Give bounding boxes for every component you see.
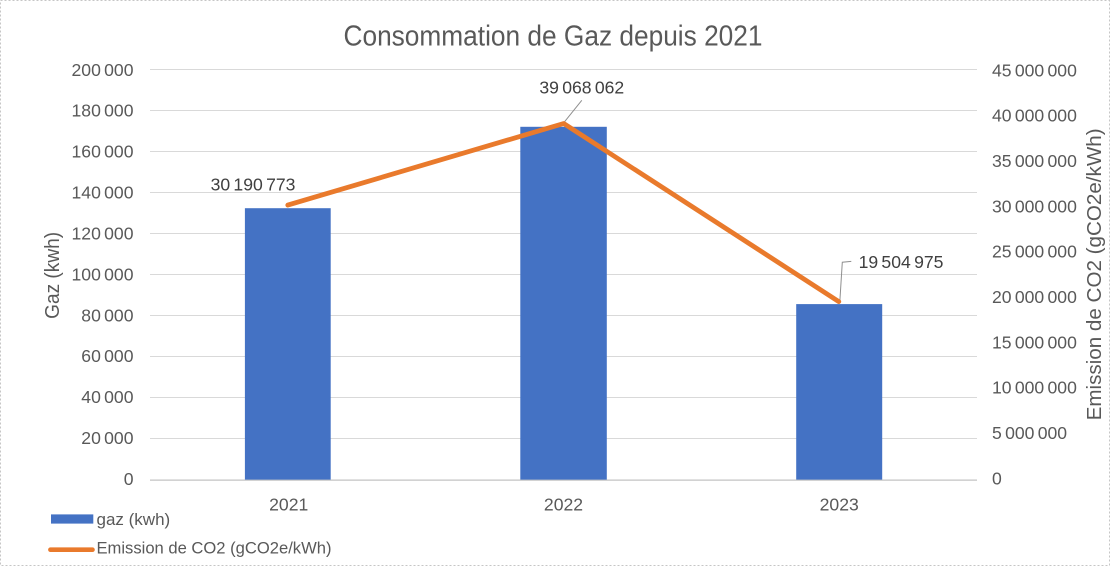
svg-text:35 000 000: 35 000 000 (992, 151, 1077, 171)
svg-text:45 000 000: 45 000 000 (992, 60, 1077, 80)
svg-text:0: 0 (992, 468, 1002, 488)
svg-text:2021: 2021 (269, 495, 308, 515)
svg-text:80 000: 80 000 (81, 305, 133, 325)
svg-text:200 000: 200 000 (72, 60, 134, 80)
svg-text:5 000 000: 5 000 000 (992, 423, 1067, 443)
svg-text:30 000 000: 30 000 000 (992, 196, 1077, 216)
svg-text:39 068 062: 39 068 062 (539, 77, 624, 97)
svg-text:20 000: 20 000 (81, 428, 133, 448)
svg-text:180 000: 180 000 (72, 101, 134, 121)
svg-text:100 000: 100 000 (72, 264, 134, 284)
svg-text:gaz (kwh): gaz (kwh) (97, 510, 171, 529)
svg-text:Emission de CO2 (gCO2e/kWh): Emission de CO2 (gCO2e/kWh) (1084, 128, 1106, 420)
svg-text:40 000: 40 000 (81, 387, 133, 407)
svg-text:Gaz (kwh): Gaz (kwh) (41, 232, 64, 319)
svg-text:160 000: 160 000 (72, 142, 134, 162)
svg-text:Emission de CO2 (gCO2e/kWh): Emission de CO2 (gCO2e/kWh) (97, 539, 332, 558)
svg-text:10 000 000: 10 000 000 (992, 378, 1077, 398)
svg-text:15 000 000: 15 000 000 (992, 332, 1077, 352)
svg-text:60 000: 60 000 (81, 346, 133, 366)
svg-text:25 000 000: 25 000 000 (992, 242, 1077, 262)
svg-text:30 190 773: 30 190 773 (211, 175, 296, 195)
svg-text:Consommation de Gaz depuis 202: Consommation de Gaz depuis 2021 (344, 20, 763, 52)
svg-text:40 000 000: 40 000 000 (992, 106, 1077, 126)
svg-text:2022: 2022 (544, 495, 583, 515)
svg-text:140 000: 140 000 (72, 183, 134, 203)
svg-text:19 504 975: 19 504 975 (859, 252, 944, 272)
svg-text:2023: 2023 (820, 495, 859, 515)
svg-text:120 000: 120 000 (72, 223, 134, 243)
svg-text:0: 0 (124, 469, 134, 489)
svg-text:20 000 000: 20 000 000 (992, 287, 1077, 307)
